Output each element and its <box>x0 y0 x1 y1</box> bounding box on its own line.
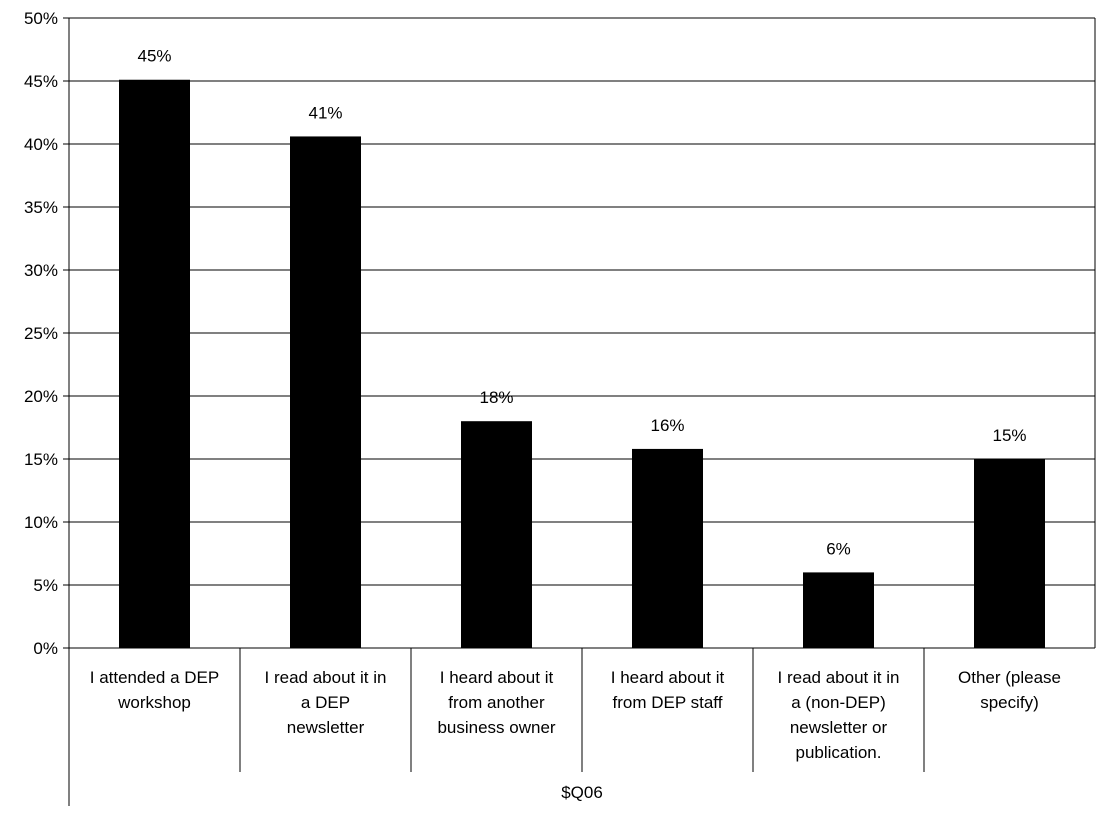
data-label: 18% <box>479 388 513 407</box>
y-tick-labels: 0% 5% 10% 15% 20% 25% 30% 35% 40% 45% 50% <box>24 9 58 658</box>
bar <box>803 572 874 648</box>
y-tick-label: 10% <box>24 513 58 532</box>
category-label: a DEP <box>301 693 350 712</box>
y-tick-label: 45% <box>24 72 58 91</box>
y-tick-label: 50% <box>24 9 58 28</box>
category-label: from another <box>448 693 545 712</box>
category-label: I heard about it <box>440 668 554 687</box>
category-label: I attended a DEP <box>90 668 219 687</box>
category-label: Other (please <box>958 668 1061 687</box>
bar <box>632 448 703 648</box>
data-labels: 45% 41% 18% 16% 6% 15% <box>137 47 1026 559</box>
y-tick-label: 40% <box>24 135 58 154</box>
axes <box>68 18 1096 806</box>
category-label: workshop <box>117 693 191 712</box>
category-label: I read about it in <box>778 668 900 687</box>
category-label: newsletter or <box>790 718 888 737</box>
category-label: I read about it in <box>265 668 387 687</box>
gridlines <box>63 17 1095 649</box>
category-labels: I attended a DEP workshop I read about it … <box>90 668 1061 762</box>
bar <box>290 136 361 648</box>
y-tick-label: 30% <box>24 261 58 280</box>
data-label: 16% <box>650 416 684 435</box>
bar <box>461 421 532 648</box>
category-label: specify) <box>980 693 1039 712</box>
y-tick-label: 35% <box>24 198 58 217</box>
y-tick-label: 0% <box>33 639 58 658</box>
category-label: publication. <box>795 743 881 762</box>
y-tick-label: 5% <box>33 576 58 595</box>
bar <box>119 79 190 649</box>
y-tick-label: 25% <box>24 324 58 343</box>
category-label: newsletter <box>287 718 365 737</box>
category-label: from DEP staff <box>613 693 723 712</box>
bar <box>974 459 1045 648</box>
category-label: a (non-DEP) <box>791 693 885 712</box>
category-label: I heard about it <box>611 668 725 687</box>
data-label: 41% <box>308 103 342 122</box>
y-tick-label: 20% <box>24 387 58 406</box>
data-label: 6% <box>826 539 851 558</box>
category-label: business owner <box>437 718 555 737</box>
bars <box>119 79 1045 649</box>
x-axis-label: $Q06 <box>561 783 603 802</box>
y-tick-label: 15% <box>24 450 58 469</box>
data-label: 45% <box>137 47 171 66</box>
data-label: 15% <box>992 426 1026 445</box>
